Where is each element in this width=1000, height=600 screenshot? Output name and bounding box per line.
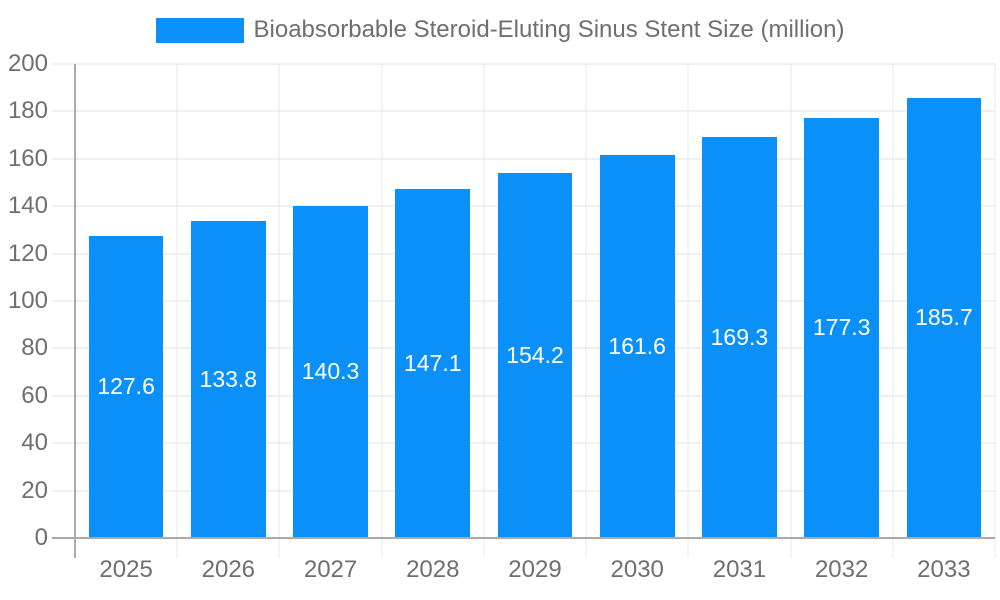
gridline-vertical — [687, 64, 689, 558]
bar-value-label: 140.3 — [301, 358, 360, 385]
gridline-horizontal — [52, 158, 995, 160]
plot-area: 0 20 40 60 80 100 120 140 160 180 200 127.6 2025 133.… — [8, 52, 996, 582]
gridline-horizontal — [52, 63, 995, 65]
bar-2031: 169.3 — [702, 136, 777, 538]
x-tick-label: 2033 — [917, 556, 971, 583]
bar-value-label: 127.6 — [97, 373, 155, 400]
bar-value-label: 169.3 — [710, 323, 769, 350]
bar-2033: 185.7 — [906, 97, 982, 538]
bar-slot-2029: 154.2 — [484, 64, 586, 538]
gridline-vertical — [892, 64, 894, 558]
bar-2030: 161.6 — [599, 155, 675, 538]
y-tick-label: 120 — [7, 239, 48, 267]
bar-slot-2031: 169.3 — [688, 64, 790, 538]
y-tick-label: 160 — [7, 144, 48, 172]
y-tick-label: 80 — [21, 334, 48, 362]
gridline-horizontal — [52, 110, 995, 112]
bar-value-label: 154.2 — [506, 341, 564, 368]
bar-slot-2025: 127.6 — [75, 64, 177, 538]
gridline-vertical — [176, 64, 178, 558]
x-tick-label: 2025 — [99, 556, 153, 583]
gridline-vertical — [483, 64, 485, 558]
bar-slot-2030: 161.6 — [586, 64, 688, 538]
bar-value-label: 161.6 — [608, 333, 666, 359]
x-tick-label: 2029 — [508, 556, 562, 583]
gridline-vertical — [585, 64, 587, 558]
gridline-vertical — [790, 64, 792, 558]
gridline-vertical — [381, 64, 383, 558]
y-axis-line — [74, 64, 76, 558]
bar-2032: 177.3 — [804, 117, 879, 538]
legend-swatch — [155, 17, 244, 43]
bar-2025: 127.6 — [88, 235, 164, 538]
y-tick-label: 0 — [34, 524, 48, 551]
bar-2027: 140.3 — [293, 205, 368, 538]
y-tick-label: 20 — [21, 476, 48, 504]
bar-value-label: 133.8 — [199, 365, 258, 392]
x-tick-label: 2032 — [814, 556, 869, 583]
x-tick-label: 2031 — [712, 556, 767, 583]
x-tick-label: 2030 — [610, 556, 664, 583]
bar-2026: 133.8 — [191, 220, 266, 538]
chart-title: Bioabsorbable Steroid-Eluting Sinus Sten… — [253, 16, 845, 43]
bar-slot-2028: 147.1 — [382, 64, 484, 538]
bar-value-label: 177.3 — [812, 314, 871, 341]
bar-2028: 147.1 — [395, 189, 471, 538]
x-tick-label: 2026 — [201, 556, 256, 583]
bar-2029: 154.2 — [497, 172, 573, 538]
bar-value-label: 147.1 — [403, 350, 462, 377]
bar-value-label: 185.7 — [915, 304, 973, 331]
y-tick-label: 140 — [7, 192, 48, 220]
bar-slot-2032: 177.3 — [791, 64, 893, 538]
x-tick-label: 2028 — [406, 556, 460, 583]
y-tick-label: 200 — [7, 50, 48, 77]
y-tick-label: 100 — [7, 287, 48, 314]
x-axis-line — [52, 537, 995, 539]
gridline-vertical — [278, 64, 280, 558]
chart-legend: Bioabsorbable Steroid-Eluting Sinus Sten… — [0, 16, 1000, 44]
bar-slot-2033: 185.7 — [893, 64, 995, 538]
bar-slot-2026: 133.8 — [177, 64, 279, 538]
y-tick-label: 180 — [7, 97, 48, 125]
x-tick-label: 2027 — [303, 556, 358, 583]
bar-slot-2027: 140.3 — [279, 64, 381, 538]
y-tick-label: 40 — [21, 429, 48, 457]
gridline-vertical — [994, 64, 996, 558]
y-tick-label: 60 — [21, 381, 48, 409]
